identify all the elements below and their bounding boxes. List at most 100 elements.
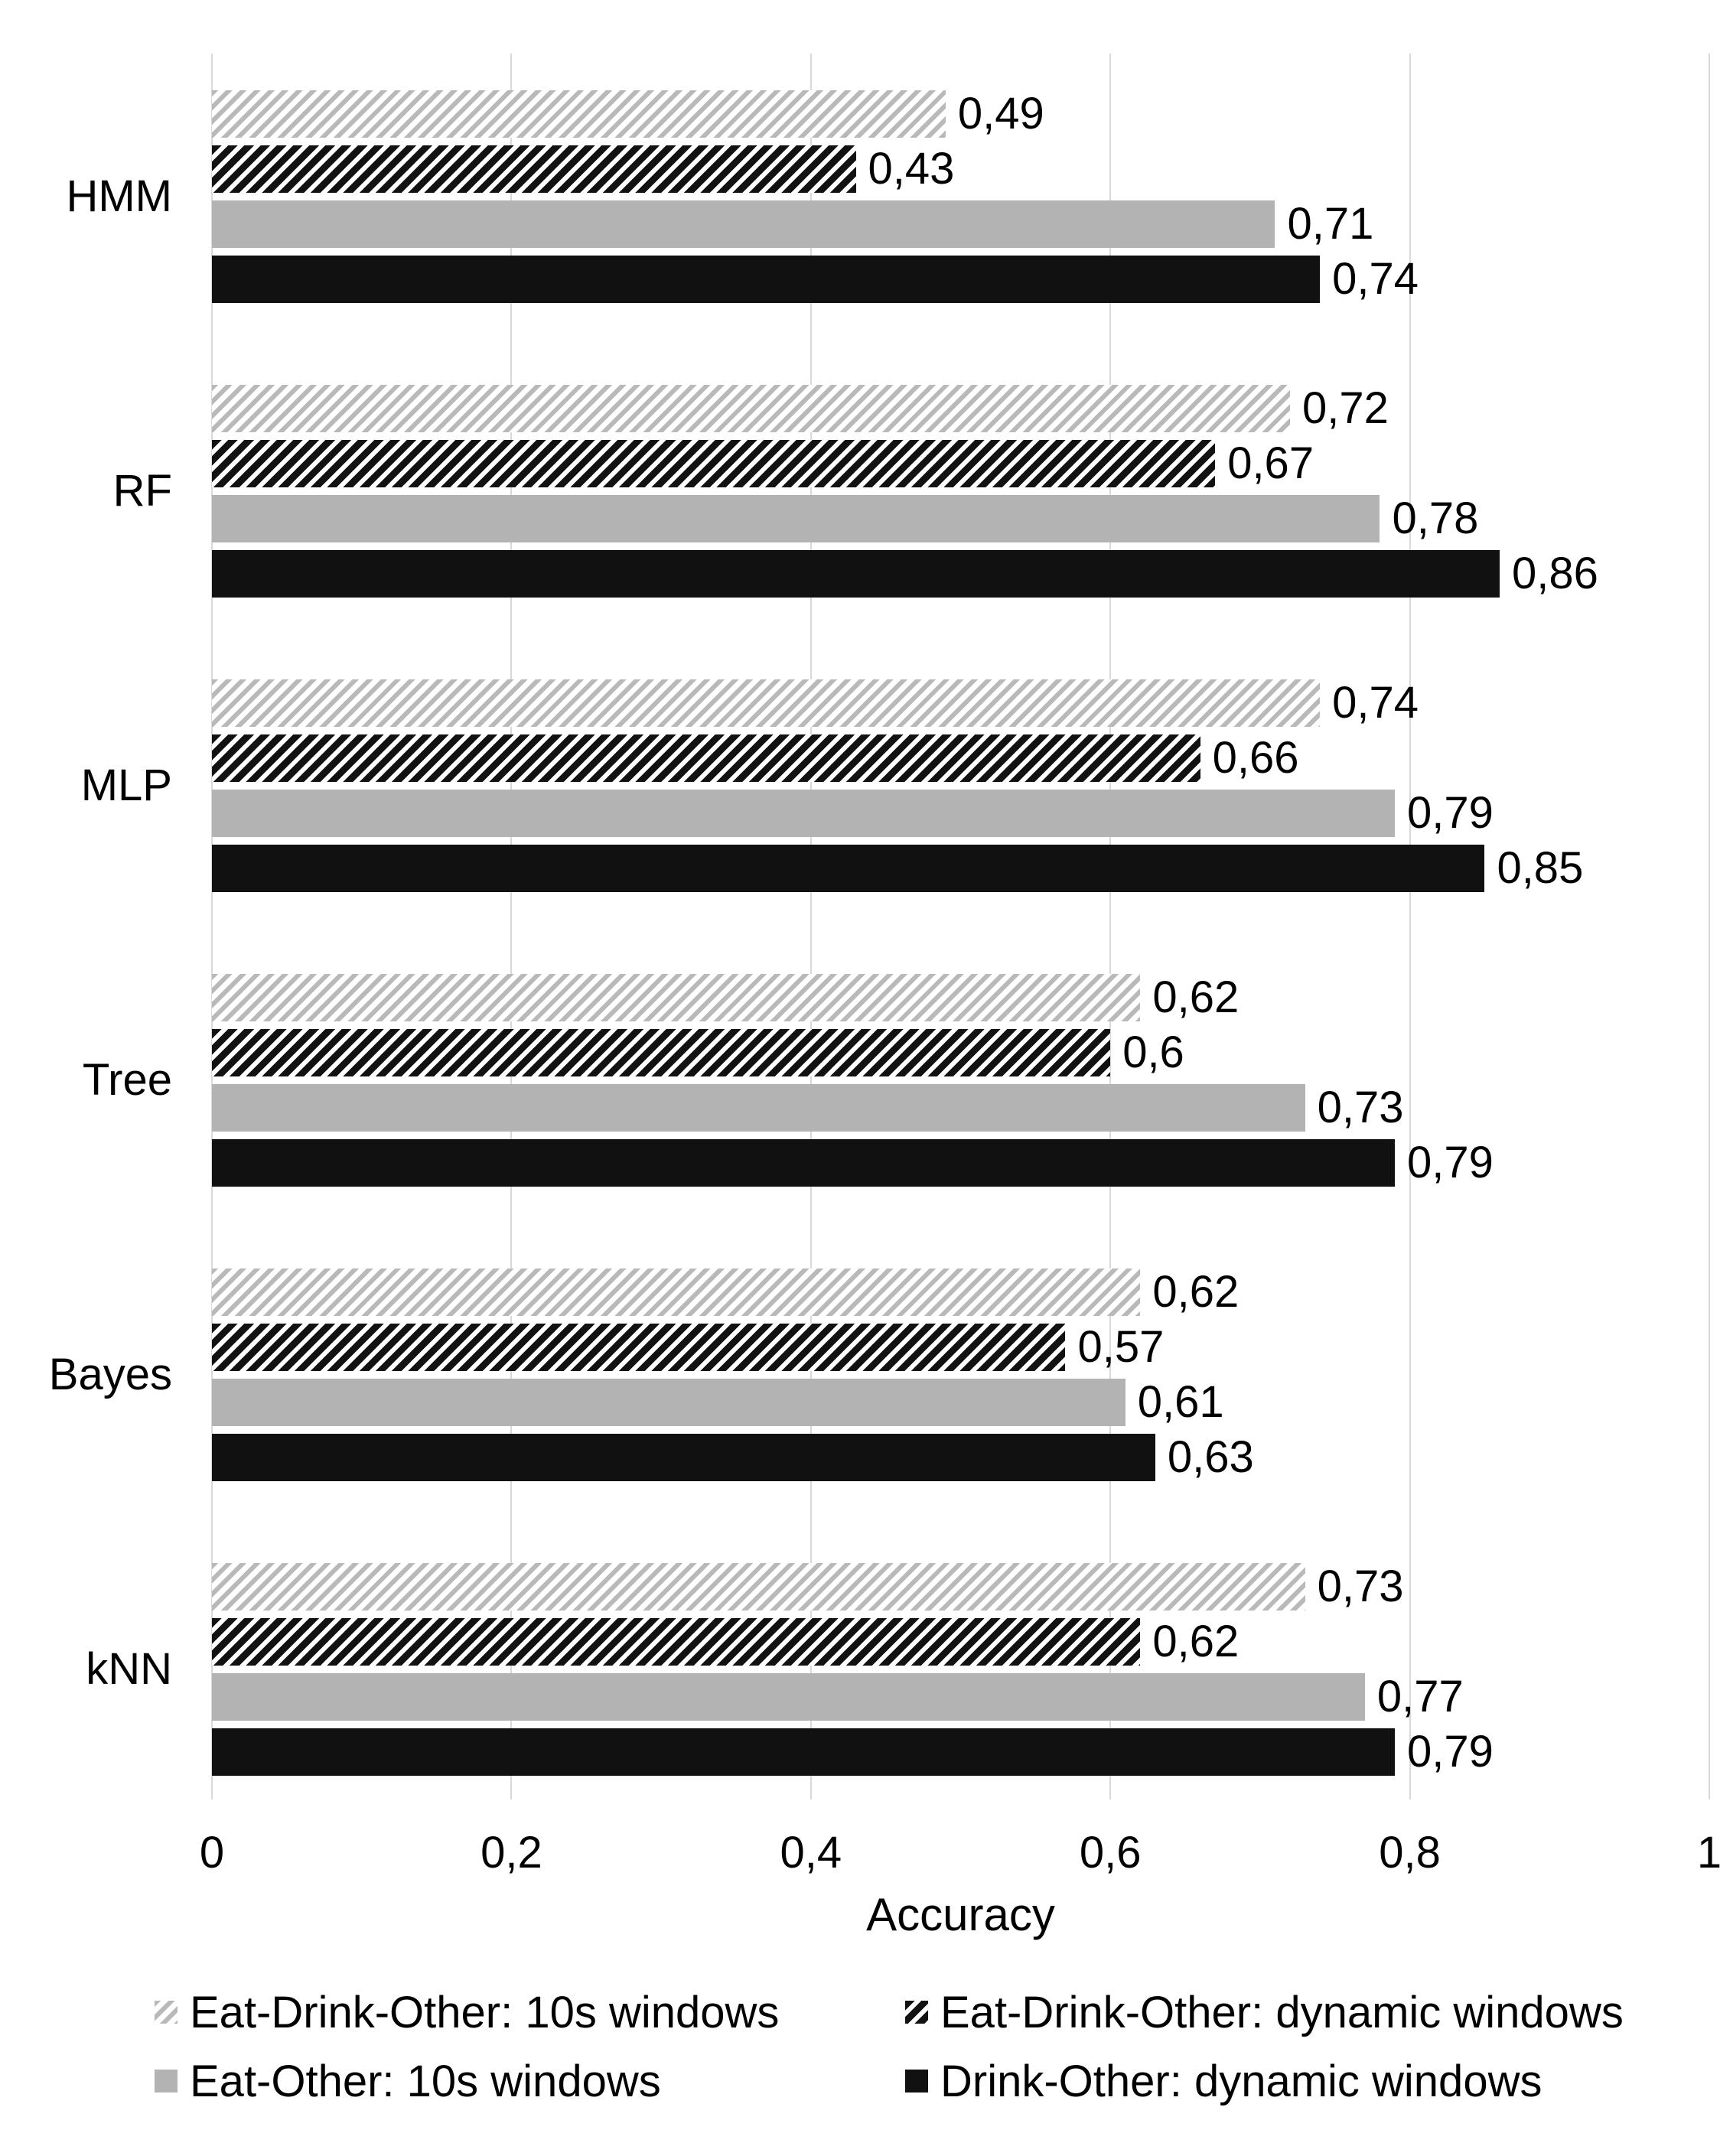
- bar-row: 0,85: [212, 845, 1709, 892]
- category-label-hmm: HMM: [66, 171, 172, 221]
- category-label-bayes: Bayes: [48, 1350, 172, 1399]
- legend-label: Drink-Other: dynamic windows: [940, 2056, 1542, 2106]
- category-label-mlp: MLP: [80, 760, 172, 810]
- bar-value-label: 0,79: [1407, 788, 1494, 838]
- bar-value-label: 0,72: [1302, 383, 1389, 433]
- bar-row: 0,62: [212, 1618, 1709, 1666]
- bar-value-label: 0,62: [1152, 1617, 1240, 1666]
- legend-swatch-icon: [905, 2001, 928, 2024]
- bar-row: 0,67: [212, 440, 1709, 487]
- bar-value-label: 0,79: [1407, 1727, 1494, 1777]
- bar-rf-series-1: [212, 385, 1291, 432]
- bar-group-tree: 0,62 0,6 0,73 0,79: [212, 974, 1709, 1187]
- bar-value-label: 0,77: [1376, 1672, 1464, 1721]
- bar-row: 0,74: [212, 256, 1709, 303]
- x-axis-title: Accuracy: [866, 1889, 1055, 1940]
- bar-value-label: 0,6: [1122, 1028, 1184, 1077]
- legend-item-3: Eat-Other: 10s windows: [155, 2057, 661, 2106]
- bar-value-label: 0,73: [1317, 1083, 1404, 1132]
- bar-row: 0,73: [212, 1563, 1709, 1610]
- bar-row: 0,71: [212, 200, 1709, 248]
- legend-label: Eat-Other: 10s windows: [190, 2056, 661, 2106]
- gridline: [1109, 54, 1112, 1799]
- bar-value-label: 0,79: [1407, 1138, 1494, 1187]
- bar-group-knn: 0,73 0,62 0,77 0,79: [212, 1563, 1709, 1776]
- bar-bayes-series-4: [212, 1434, 1155, 1481]
- bar-mlp-series-1: [212, 679, 1321, 727]
- bar-value-label: 0,78: [1392, 493, 1479, 543]
- category-label-rf: RF: [112, 466, 172, 516]
- bar-mlp-series-2: [212, 734, 1200, 782]
- bar-value-label: 0,86: [1512, 549, 1598, 598]
- x-tick-label: 0: [199, 1828, 225, 1878]
- bar-row: 0,72: [212, 385, 1709, 432]
- x-tick-label: 0,2: [480, 1828, 542, 1878]
- legend-swatch-icon: [155, 2001, 178, 2024]
- bar-hmm-series-4: [212, 256, 1321, 303]
- bar-hmm-series-3: [212, 200, 1275, 248]
- bar-knn-series-4: [212, 1728, 1396, 1776]
- category-label-tree: Tree: [82, 1055, 172, 1105]
- bar-rf-series-4: [212, 550, 1500, 598]
- gridline: [211, 54, 213, 1799]
- category-label-knn: kNN: [86, 1644, 172, 1694]
- bar-bayes-series-2: [212, 1324, 1066, 1371]
- gridline: [1409, 54, 1411, 1799]
- bar-group-mlp: 0,74 0,66 0,79 0,85: [212, 679, 1709, 892]
- bar-mlp-series-4: [212, 845, 1485, 892]
- x-tick-label: 0,8: [1379, 1828, 1441, 1878]
- bar-row: 0,73: [212, 1084, 1709, 1132]
- bar-value-label: 0,63: [1167, 1432, 1254, 1482]
- bar-bayes-series-3: [212, 1379, 1125, 1426]
- gridline: [810, 54, 812, 1799]
- bar-row: 0,79: [212, 1139, 1709, 1187]
- bar-row: 0,66: [212, 734, 1709, 782]
- bar-knn-series-1: [212, 1563, 1305, 1610]
- bar-row: 0,77: [212, 1673, 1709, 1721]
- bar-value-label: 0,49: [957, 89, 1044, 138]
- bar-row: 0,79: [212, 1728, 1709, 1776]
- bar-row: 0,62: [212, 974, 1709, 1021]
- legend-swatch-icon: [155, 2070, 178, 2092]
- bar-bayes-series-1: [212, 1269, 1141, 1316]
- bar-group-rf: 0,72 0,67 0,78 0,86: [212, 385, 1709, 598]
- bar-row: 0,43: [212, 145, 1709, 193]
- bar-row: 0,62: [212, 1269, 1709, 1316]
- bar-row: 0,78: [212, 495, 1709, 542]
- bar-row: 0,86: [212, 550, 1709, 598]
- plot-area: 0,49 0,43 0,71 0,74 0,72 0,67 0,78 0,86 0,74 0,66…: [211, 54, 1710, 1799]
- bar-hmm-series-1: [212, 90, 946, 138]
- x-tick-label: 0,6: [1079, 1828, 1142, 1878]
- legend-label: Eat-Drink-Other: 10s windows: [190, 1987, 780, 2037]
- bar-group-bayes: 0,62 0,57 0,61 0,63: [212, 1269, 1709, 1481]
- gridline: [510, 54, 513, 1799]
- bar-value-label: 0,74: [1332, 254, 1419, 304]
- bar-row: 0,6: [212, 1029, 1709, 1076]
- bar-rf-series-3: [212, 495, 1380, 542]
- bar-value-label: 0,66: [1212, 733, 1299, 783]
- bar-value-label: 0,67: [1227, 438, 1314, 488]
- legend-item-1: Eat-Drink-Other: 10s windows: [155, 1988, 779, 2037]
- bar-knn-series-2: [212, 1618, 1141, 1666]
- bar-row: 0,49: [212, 90, 1709, 138]
- bar-tree-series-2: [212, 1029, 1111, 1076]
- bar-rf-series-2: [212, 440, 1216, 487]
- bar-row: 0,74: [212, 679, 1709, 727]
- bar-value-label: 0,61: [1137, 1377, 1224, 1427]
- bar-value-label: 0,71: [1287, 199, 1374, 249]
- bar-knn-series-3: [212, 1673, 1365, 1721]
- bar-row: 0,57: [212, 1324, 1709, 1371]
- legend-swatch-icon: [905, 2070, 928, 2092]
- bar-row: 0,63: [212, 1434, 1709, 1481]
- bar-value-label: 0,43: [868, 144, 955, 194]
- legend-item-2: Eat-Drink-Other: dynamic windows: [905, 1988, 1624, 2037]
- x-tick-label: 1: [1696, 1828, 1720, 1878]
- bar-hmm-series-2: [212, 145, 856, 193]
- legend-label: Eat-Drink-Other: dynamic windows: [940, 1987, 1624, 2037]
- bar-tree-series-3: [212, 1084, 1305, 1132]
- bar-value-label: 0,74: [1332, 678, 1419, 728]
- bar-row: 0,61: [212, 1379, 1709, 1426]
- bar-row: 0,79: [212, 790, 1709, 837]
- legend-item-4: Drink-Other: dynamic windows: [905, 2057, 1542, 2106]
